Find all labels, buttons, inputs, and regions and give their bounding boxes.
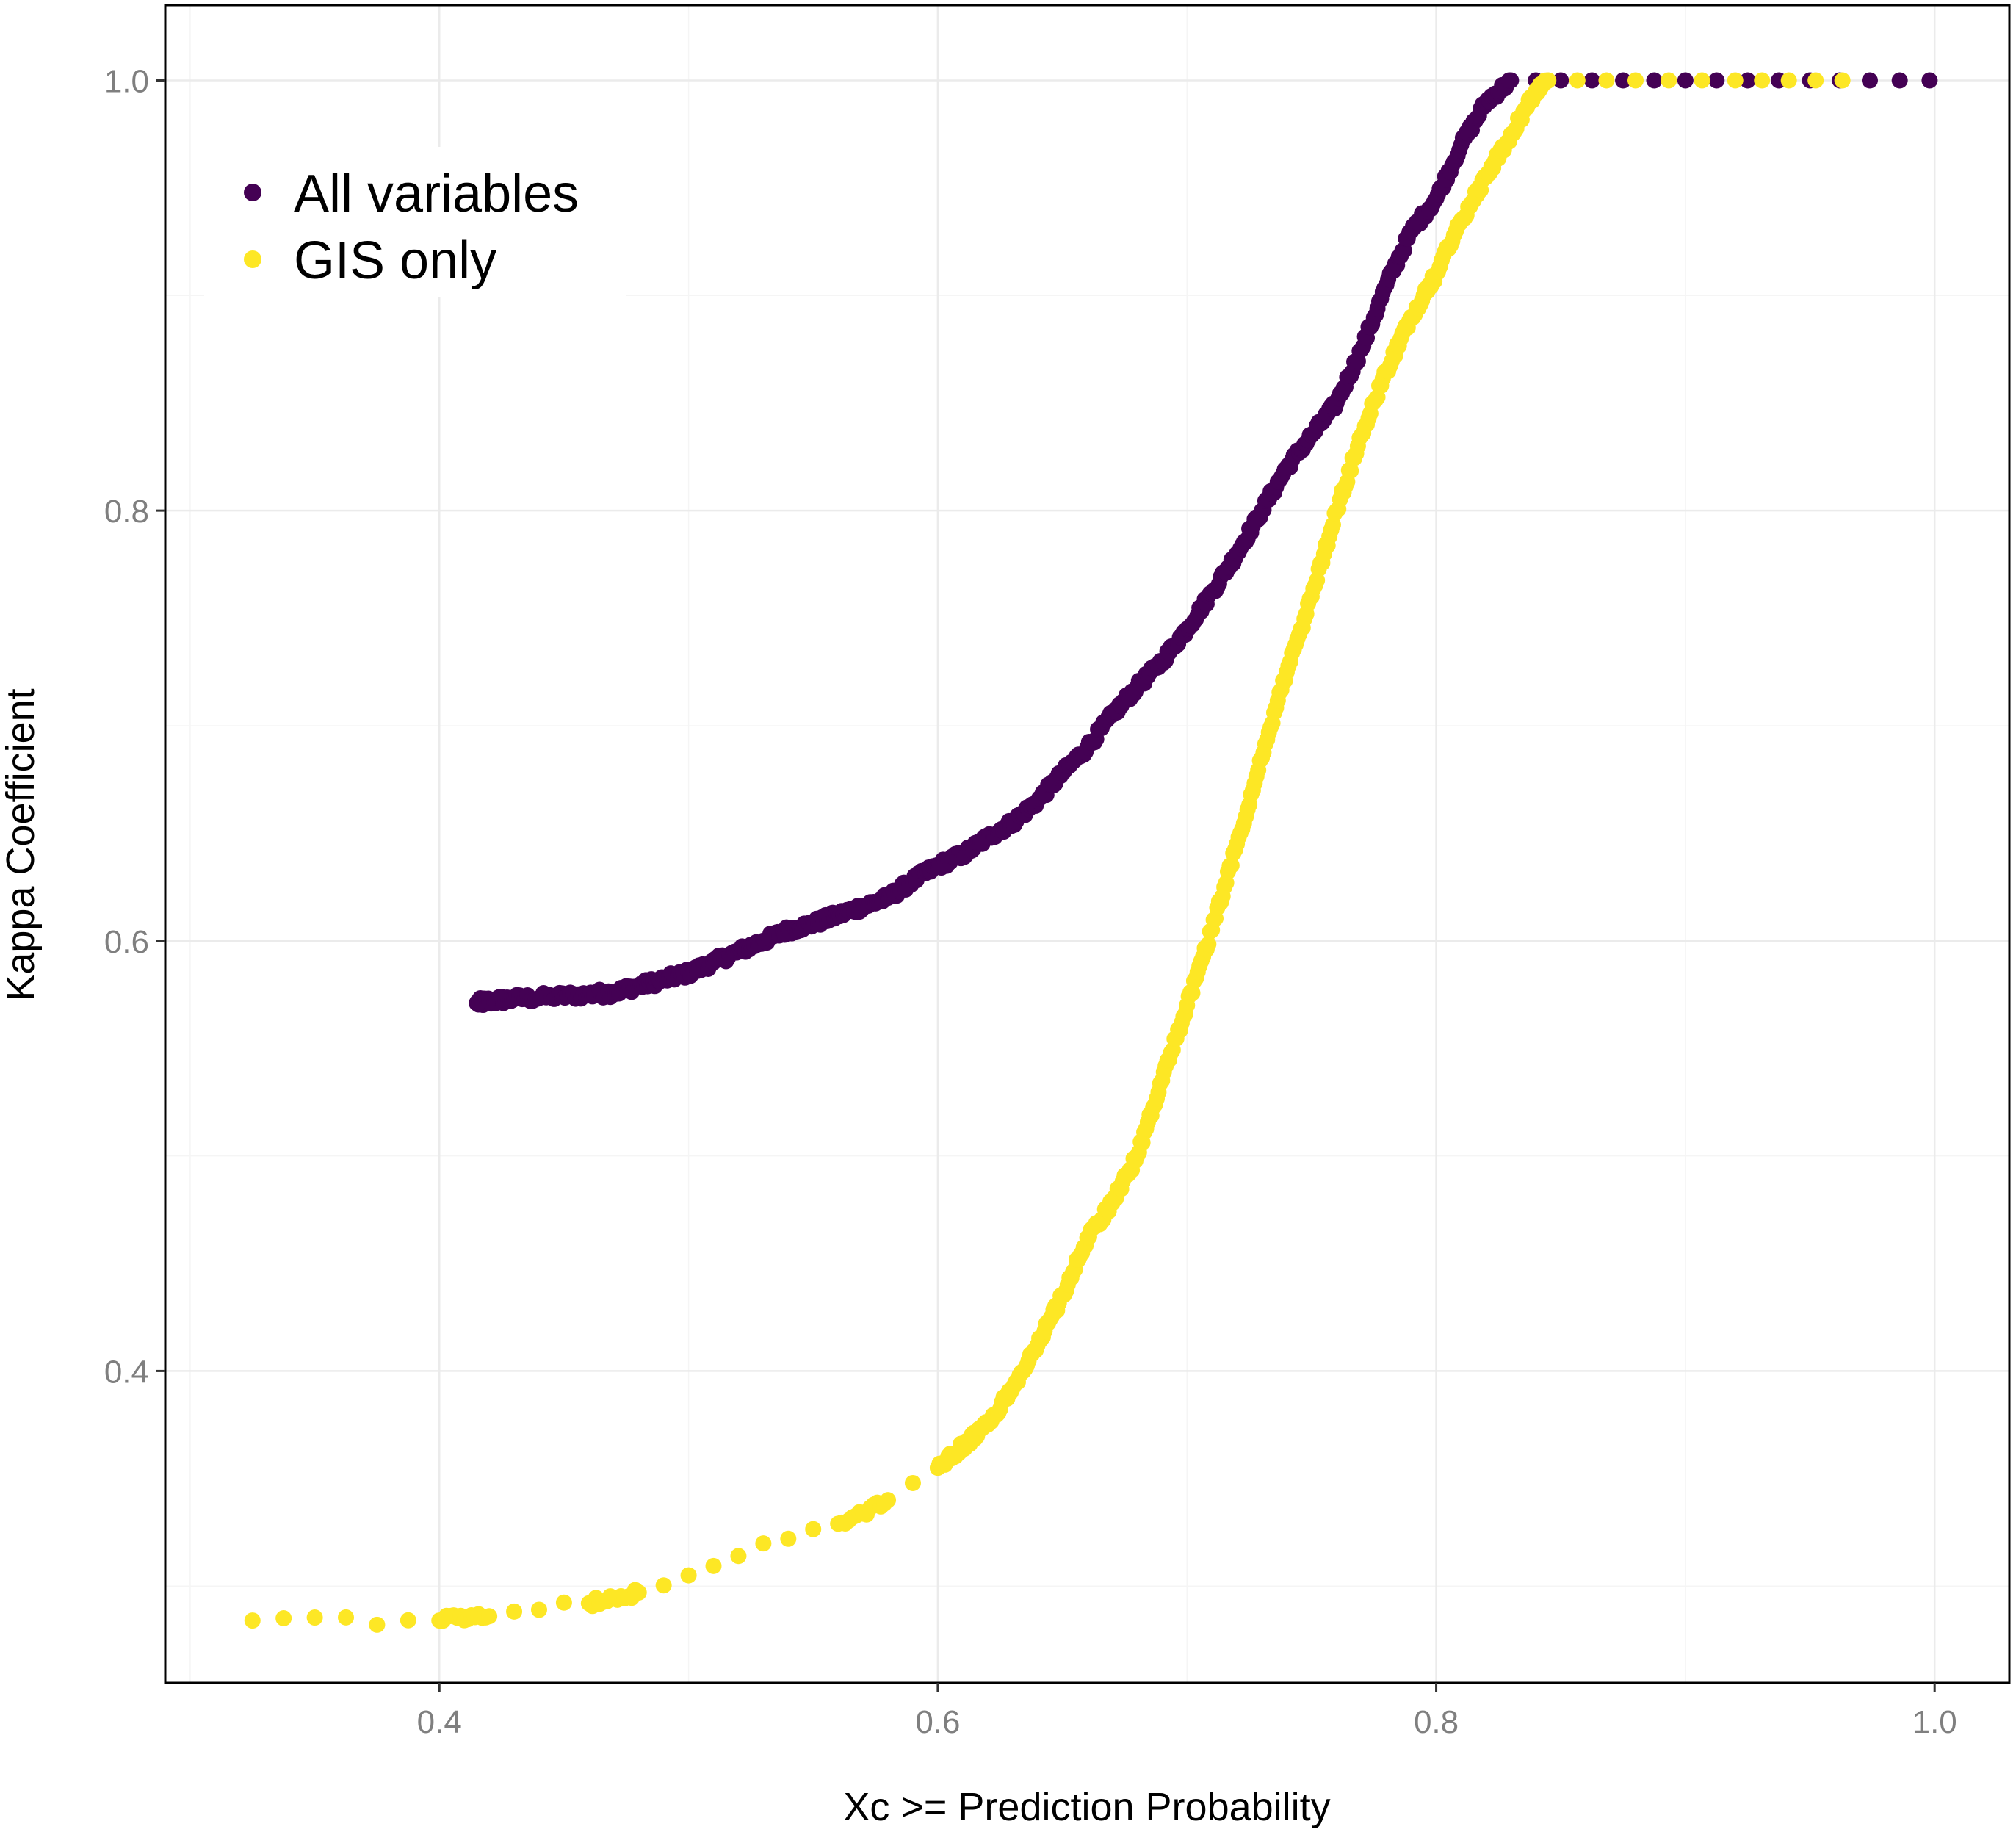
legend: All variables GIS only (204, 147, 626, 297)
data-point (1834, 72, 1851, 89)
data-point (1891, 72, 1908, 89)
data-point (1223, 857, 1240, 874)
data-point (1598, 72, 1615, 89)
data-point (1569, 72, 1586, 89)
y-tick-label: 0.8 (104, 494, 149, 530)
data-point (244, 1612, 261, 1629)
data-point (1780, 72, 1797, 89)
y-axis-title: Kappa Coefficient (0, 688, 43, 1000)
legend-label-all-variables: All variables (294, 165, 579, 223)
data-point (1646, 72, 1663, 89)
data-point (1727, 72, 1744, 89)
data-point (275, 1609, 292, 1626)
legend-marker-all-variables (244, 184, 261, 201)
y-axis-ticks: 0.4 0.6 0.8 1.0 (104, 63, 165, 1390)
data-points (244, 72, 1938, 1633)
series-all-variables (469, 72, 1938, 1014)
data-point (1708, 72, 1725, 89)
data-point (506, 1603, 523, 1620)
data-point (1661, 72, 1677, 89)
data-point (555, 1594, 572, 1611)
data-point (1540, 72, 1557, 89)
data-point (1627, 72, 1644, 89)
data-point (880, 1492, 897, 1509)
data-point (630, 1584, 647, 1601)
data-point (1200, 936, 1217, 953)
data-point (481, 1608, 498, 1625)
data-point (680, 1567, 697, 1584)
data-point (369, 1616, 386, 1633)
data-point (306, 1609, 323, 1626)
data-point (1553, 72, 1569, 89)
y-tick-label: 0.4 (104, 1354, 149, 1390)
data-point (655, 1577, 672, 1594)
y-tick-label: 0.6 (104, 924, 149, 960)
data-point (1861, 72, 1878, 89)
data-point (1184, 984, 1201, 1001)
data-point (530, 1601, 547, 1618)
x-tick-label: 0.4 (417, 1704, 462, 1740)
data-point (904, 1474, 921, 1491)
y-tick-label: 1.0 (104, 63, 149, 99)
panel-border (164, 4, 2011, 1684)
x-axis-ticks: 0.4 0.6 0.8 1.0 (417, 1683, 1957, 1740)
data-point (1615, 72, 1632, 89)
x-tick-label: 1.0 (1912, 1704, 1957, 1740)
data-point (1343, 462, 1359, 479)
legend-background (204, 147, 626, 297)
data-point (1807, 72, 1824, 89)
legend-label-gis-only: GIS only (294, 231, 496, 290)
data-point (730, 1548, 747, 1565)
legend-marker-gis-only (244, 250, 261, 268)
data-point (1739, 72, 1756, 89)
data-point (1694, 72, 1710, 89)
x-tick-label: 0.8 (1414, 1704, 1459, 1740)
x-axis-title: Xc >= Prediction Probability (843, 1785, 1330, 1829)
data-point (1921, 72, 1938, 89)
x-tick-label: 0.6 (915, 1704, 960, 1740)
data-point (780, 1530, 797, 1547)
data-point (1503, 72, 1520, 89)
data-point (805, 1521, 822, 1537)
data-point (400, 1612, 416, 1629)
data-point (1754, 72, 1771, 89)
data-point (755, 1535, 772, 1552)
data-point (705, 1557, 722, 1574)
data-point (338, 1609, 355, 1626)
data-point (1677, 72, 1694, 89)
data-point (1583, 72, 1600, 89)
series-gis-only (244, 72, 1851, 1633)
